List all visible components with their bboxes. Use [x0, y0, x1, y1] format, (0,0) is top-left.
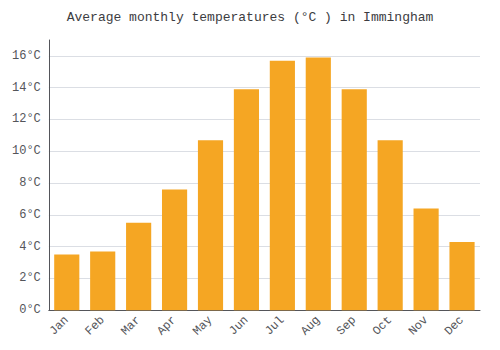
svg-text:Average monthly temperatures (: Average monthly temperatures (°C ) in Im…: [67, 10, 434, 25]
svg-text:0°C: 0°C: [19, 303, 41, 317]
svg-text:Nov: Nov: [406, 313, 431, 338]
svg-text:Feb: Feb: [82, 313, 107, 338]
svg-text:12°C: 12°C: [12, 112, 41, 126]
svg-text:6°C: 6°C: [19, 208, 41, 222]
svg-text:Sep: Sep: [334, 313, 359, 338]
svg-text:16°C: 16°C: [12, 49, 41, 63]
svg-text:Oct: Oct: [370, 313, 395, 338]
svg-text:Mar: Mar: [118, 313, 143, 338]
svg-text:2°C: 2°C: [19, 271, 41, 285]
svg-text:Jul: Jul: [262, 313, 287, 338]
svg-text:Apr: Apr: [154, 313, 179, 338]
svg-text:May: May: [190, 313, 215, 338]
svg-text:14°C: 14°C: [12, 81, 41, 95]
svg-text:8°C: 8°C: [19, 176, 41, 190]
svg-text:Dec: Dec: [442, 313, 467, 338]
svg-text:Jun: Jun: [226, 313, 251, 338]
svg-text:Aug: Aug: [298, 313, 323, 338]
svg-text:10°C: 10°C: [12, 144, 41, 158]
svg-text:4°C: 4°C: [19, 240, 41, 254]
svg-text:Jan: Jan: [47, 313, 72, 338]
